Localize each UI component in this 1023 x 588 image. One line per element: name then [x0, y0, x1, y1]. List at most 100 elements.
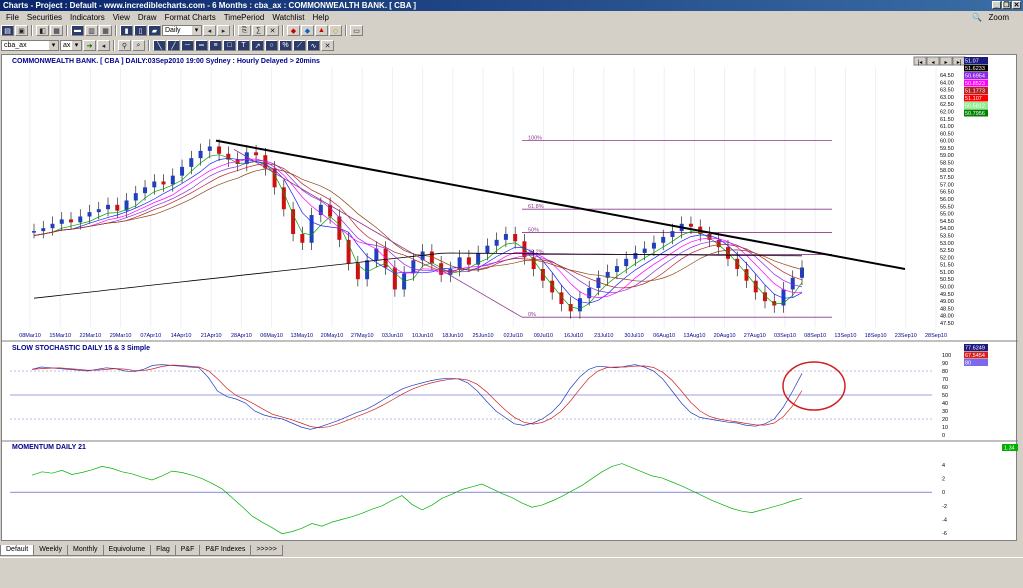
binoculars-icon[interactable]: ⚲ — [118, 40, 131, 51]
vertical-scrollbar[interactable] — [1018, 54, 1023, 541]
candle-body — [596, 277, 601, 288]
warning-icon[interactable]: ◇ — [329, 25, 342, 36]
toolbar-separator — [148, 40, 150, 51]
menu-view[interactable]: View — [112, 12, 130, 22]
draw-channel-icon[interactable]: ═ — [195, 40, 208, 51]
go-icon[interactable]: ➔ — [83, 40, 96, 51]
tab-equivolume[interactable]: Equivolume — [102, 545, 152, 556]
print-icon[interactable]: ▦ — [50, 25, 63, 36]
tab-flag[interactable]: Flag — [150, 545, 176, 556]
project-icon[interactable]: ▤ — [1, 25, 14, 36]
back-icon[interactable]: ◂ — [97, 40, 110, 51]
nav-button[interactable] — [913, 56, 927, 66]
copy-icon[interactable]: ⎘ — [238, 25, 251, 36]
chart-layout-icon[interactable]: ▬ — [71, 25, 84, 36]
draw-trendline-icon[interactable]: ╲ — [153, 40, 166, 51]
menu-indicators[interactable]: Indicators — [70, 12, 105, 22]
alert-icon[interactable]: ◆ — [287, 25, 300, 36]
candle-body — [707, 234, 712, 240]
exchange-select[interactable]: ax — [60, 40, 82, 51]
tab-pnf[interactable]: P&F — [174, 545, 201, 556]
chart-nav[interactable]: |◂ ◂ ▸ ▸| — [913, 56, 966, 66]
tab-pnf-indexes[interactable]: P&F Indexes — [199, 545, 252, 556]
price-label: 56.50 — [940, 190, 954, 196]
toolbar-separator — [66, 25, 68, 36]
period-select[interactable]: Daily — [162, 25, 202, 36]
draw-box-icon[interactable]: □ — [223, 40, 236, 51]
price-label: 55.00 — [940, 212, 954, 218]
grid-icon[interactable]: ▥ — [85, 25, 98, 36]
table-icon[interactable]: ▦ — [99, 25, 112, 36]
stochastic-level-label: 50 — [942, 393, 948, 399]
candle-body — [365, 260, 370, 280]
tab-monthly[interactable]: Monthly — [67, 545, 104, 556]
draw-cycle-icon[interactable]: ∿ — [307, 40, 320, 51]
calc-icon[interactable]: ∑ — [252, 25, 265, 36]
candle-body — [642, 248, 647, 253]
erase-icon[interactable]: ✕ — [321, 40, 334, 51]
price-tag — [964, 94, 988, 102]
signal-icon[interactable]: ◆ — [301, 25, 314, 36]
draw-line-icon[interactable]: ╱ — [167, 40, 180, 51]
menu-draw[interactable]: Draw — [137, 12, 157, 22]
price-label: 60.00 — [940, 139, 954, 145]
candle-body — [485, 245, 490, 253]
nav-button[interactable] — [939, 56, 953, 66]
draw-regression-icon[interactable]: ⟋ — [293, 40, 306, 51]
toolbar-separator — [113, 40, 115, 51]
date-label: 08Sep10 — [804, 333, 826, 339]
tab-weekly[interactable]: Weekly — [33, 545, 69, 556]
stochastic-panel: SLOW STOCHASTIC DAILY 15 & 3 Simple 1009… — [2, 340, 1018, 442]
candle-body — [309, 215, 314, 243]
maximize-button[interactable]: ❐ — [1002, 1, 1011, 9]
menu-help[interactable]: Help — [312, 12, 329, 22]
price-label: 54.50 — [940, 219, 954, 225]
chart-area[interactable]: COMMONWEALTH BANK. [ CBA ] DAILY:03Sep20… — [1, 54, 1018, 542]
momentum-level-label: -6 — [942, 531, 947, 537]
security-input[interactable]: cba_ax — [1, 40, 59, 51]
menu-format-charts[interactable]: Format Charts — [164, 12, 216, 22]
period-next-icon[interactable]: ▸ — [217, 25, 230, 36]
period-prev-icon[interactable]: ◂ — [203, 25, 216, 36]
fib-anchor-line — [233, 149, 523, 318]
window-title: Charts - Project : Default - www.incredi… — [3, 1, 417, 10]
up-arrow-icon[interactable]: ▲ — [315, 25, 328, 36]
monitor-icon[interactable]: ▭ — [350, 25, 363, 36]
price-tag — [964, 79, 988, 87]
menu-timeperiod[interactable]: TimePeriod — [223, 12, 265, 22]
date-label: 13May10 — [290, 333, 313, 339]
save-icon[interactable]: ▣ — [15, 25, 28, 36]
candle-body — [300, 234, 305, 243]
draw-percent-icon[interactable]: % — [279, 40, 292, 51]
menu-watchlist[interactable]: Watchlist — [272, 12, 305, 22]
candle-body — [115, 204, 120, 211]
candle-body — [457, 257, 462, 270]
price-label: 57.00 — [940, 182, 954, 188]
tab-default[interactable]: Default — [0, 545, 35, 556]
price-tag-label: 50.6954 — [965, 74, 985, 80]
price-tag-label: 51.6233 — [965, 66, 985, 72]
close-button[interactable]: ✕ — [1012, 1, 1021, 9]
price-tag — [964, 102, 988, 109]
candles-icon[interactable]: ▮ — [120, 25, 133, 36]
minimize-button[interactable]: _ — [992, 1, 1001, 9]
line-icon[interactable]: ▰ — [148, 25, 161, 36]
draw-fib-icon[interactable]: ≡ — [209, 40, 222, 51]
draw-arrow-icon[interactable]: ↗ — [251, 40, 264, 51]
find-icon[interactable]: ⌕ — [132, 40, 145, 51]
menu-securities[interactable]: Securities — [26, 12, 63, 22]
tab-more[interactable]: >>>>> — [250, 545, 283, 556]
draw-circle-icon[interactable]: ○ — [265, 40, 278, 51]
zoom-button[interactable]: 🔍 Zoom — [968, 13, 1017, 22]
open-icon[interactable]: ◧ — [36, 25, 49, 36]
candle-body — [790, 277, 795, 290]
stochastic-tag — [964, 359, 988, 366]
nav-button[interactable] — [926, 56, 940, 66]
draw-horizontal-icon[interactable]: ─ — [181, 40, 194, 51]
bars-icon[interactable]: ▯ — [134, 25, 147, 36]
chart-svg[interactable]: COMMONWEALTH BANK. [ CBA ] DAILY:03Sep20… — [2, 55, 1018, 542]
draw-text-icon[interactable]: T — [237, 40, 250, 51]
price-tag-label: 51.1773 — [965, 89, 985, 95]
delete-icon[interactable]: ✕ — [266, 25, 279, 36]
menu-file[interactable]: File — [6, 12, 19, 22]
